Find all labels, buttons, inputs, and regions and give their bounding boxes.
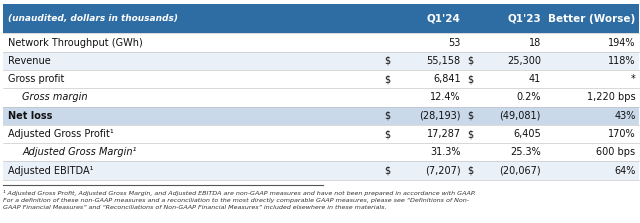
Text: (20,067): (20,067) [499, 166, 541, 176]
Text: $: $ [467, 166, 474, 176]
FancyBboxPatch shape [3, 88, 639, 107]
Text: 55,158: 55,158 [427, 56, 461, 66]
Text: $: $ [384, 166, 390, 176]
Text: Better (Worse): Better (Worse) [548, 14, 636, 24]
FancyBboxPatch shape [3, 4, 639, 33]
FancyBboxPatch shape [3, 125, 639, 143]
Text: 25,300: 25,300 [507, 56, 541, 66]
Text: 18: 18 [529, 38, 541, 47]
Text: $: $ [384, 56, 390, 66]
Text: (28,193): (28,193) [419, 111, 461, 121]
Text: 6,841: 6,841 [433, 74, 461, 84]
Text: $: $ [467, 74, 474, 84]
Text: $: $ [467, 111, 474, 121]
Text: 53: 53 [449, 38, 461, 47]
Text: Adjusted Gross Profit¹: Adjusted Gross Profit¹ [8, 129, 114, 139]
Text: 31.3%: 31.3% [430, 147, 461, 157]
Text: $: $ [467, 56, 474, 66]
Text: 1,220 bps: 1,220 bps [587, 93, 636, 102]
Text: Adjusted EBITDA¹: Adjusted EBITDA¹ [8, 166, 94, 176]
FancyBboxPatch shape [3, 33, 639, 52]
Text: 194%: 194% [608, 38, 636, 47]
Text: $: $ [384, 111, 390, 121]
Text: Gross profit: Gross profit [8, 74, 65, 84]
Text: 600 bps: 600 bps [596, 147, 636, 157]
Text: Q1'24: Q1'24 [427, 14, 461, 24]
Text: 12.4%: 12.4% [430, 93, 461, 102]
Text: ¹ Adjusted Gross Profit, Adjusted Gross Margin, and Adjusted EBITDA are non-GAAP: ¹ Adjusted Gross Profit, Adjusted Gross … [3, 190, 476, 210]
Text: (unaudited, dollars in thousands): (unaudited, dollars in thousands) [8, 14, 179, 23]
Text: 43%: 43% [614, 111, 636, 121]
FancyBboxPatch shape [3, 52, 639, 70]
Text: 6,405: 6,405 [513, 129, 541, 139]
Text: (49,081): (49,081) [499, 111, 541, 121]
Text: $: $ [384, 129, 390, 139]
Text: 170%: 170% [608, 129, 636, 139]
Text: Gross margin: Gross margin [22, 93, 88, 102]
Text: 118%: 118% [608, 56, 636, 66]
Text: $: $ [467, 129, 474, 139]
Text: 17,287: 17,287 [427, 129, 461, 139]
Text: Q1'23: Q1'23 [507, 14, 541, 24]
Text: Adjusted Gross Margin¹: Adjusted Gross Margin¹ [22, 147, 137, 157]
FancyBboxPatch shape [3, 107, 639, 125]
FancyBboxPatch shape [3, 70, 639, 88]
FancyBboxPatch shape [3, 161, 639, 180]
Text: Revenue: Revenue [8, 56, 51, 66]
Text: *: * [631, 74, 636, 84]
Text: Network Throughput (GWh): Network Throughput (GWh) [8, 38, 143, 47]
Text: $: $ [384, 74, 390, 84]
Text: (7,207): (7,207) [425, 166, 461, 176]
Text: 64%: 64% [614, 166, 636, 176]
FancyBboxPatch shape [3, 143, 639, 161]
Text: 25.3%: 25.3% [510, 147, 541, 157]
Text: 0.2%: 0.2% [516, 93, 541, 102]
Text: 41: 41 [529, 74, 541, 84]
Text: Net loss: Net loss [8, 111, 52, 121]
